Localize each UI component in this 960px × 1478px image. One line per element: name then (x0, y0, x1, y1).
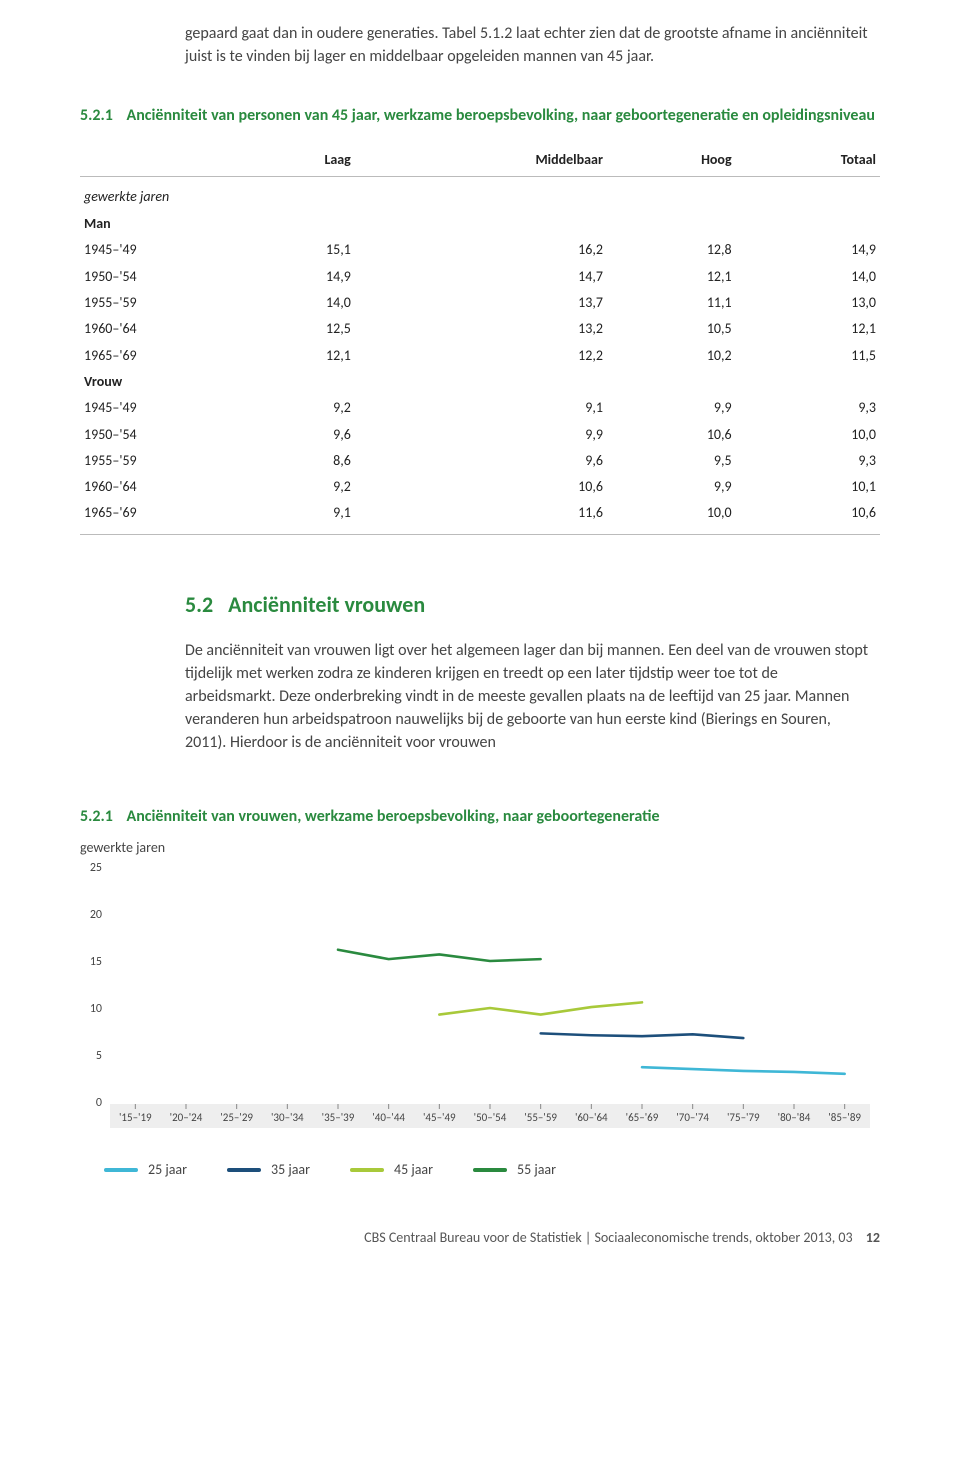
chart-title: 5.2.1 Anciënniteit van vrouwen, werkzame… (80, 805, 880, 828)
table-row: 1965–'699,111,610,010,6 (80, 500, 880, 534)
footer-text: CBS Centraal Bureau voor de Statistiek |… (364, 1229, 852, 1246)
section-number: 5.2 (185, 591, 213, 618)
col-header: Middelbaar (355, 144, 607, 177)
legend-item: 55 jaar (473, 1160, 556, 1180)
table-row: 1960–'649,210,69,910,1 (80, 474, 880, 500)
data-table: Laag Middelbaar Hoog Totaal gewerkte jar… (80, 144, 880, 535)
x-tick-label: '75–'79 (727, 1111, 760, 1124)
table-header-row: Laag Middelbaar Hoog Totaal (80, 144, 880, 177)
x-tick-label: '40–'44 (372, 1111, 405, 1124)
legend-label: 45 jaar (394, 1160, 433, 1180)
section-title: Anciënniteit vrouwen (228, 591, 425, 618)
x-tick-label: '80–'84 (778, 1111, 811, 1124)
table-row: 1950–'549,69,910,610,0 (80, 422, 880, 448)
section-heading: 5.2 Anciënniteit vrouwen (185, 589, 870, 621)
x-tick-label: '15–'19 (119, 1111, 152, 1124)
y-tick-label: 25 (90, 862, 102, 875)
chart-series-line (541, 1033, 744, 1038)
chart-legend: 25 jaar 35 jaar 45 jaar 55 jaar (80, 1160, 880, 1180)
legend-swatch (350, 1168, 384, 1172)
x-tick-label: '85–'89 (828, 1111, 861, 1124)
cbs-logo-icon: ▤ (112, 1130, 121, 1132)
table-subhead: gewerkte jaren (80, 176, 880, 211)
chart-title-text: Anciënniteit van vrouwen, werkzame beroe… (127, 807, 660, 826)
legend-item: 45 jaar (350, 1160, 433, 1180)
col-header: Hoog (607, 144, 736, 177)
y-tick-label: 10 (90, 1002, 102, 1016)
x-tick-label: '35–'39 (322, 1111, 355, 1124)
legend-label: 55 jaar (517, 1160, 556, 1180)
x-tick-label: '65–'69 (626, 1111, 659, 1124)
table-title: 5.2.1 Anciënniteit van personen van 45 j… (80, 104, 880, 127)
x-tick-label: '30–'34 (271, 1111, 304, 1124)
y-tick-label: 20 (90, 908, 102, 922)
x-tick-label: '50–'54 (474, 1111, 507, 1124)
legend-item: 25 jaar (104, 1160, 187, 1180)
chart-series-line (439, 1002, 642, 1014)
legend-item: 35 jaar (227, 1160, 310, 1180)
intro-paragraph: gepaard gaat dan in oudere generaties. T… (185, 22, 870, 68)
x-tick-label: '70–'74 (676, 1111, 709, 1124)
section-body: De anciënniteit van vrouwen ligt over he… (185, 639, 870, 755)
chart-y-label: gewerkte jaren (80, 838, 880, 858)
chart-series-line (642, 1067, 845, 1074)
chart-series-line (338, 950, 541, 961)
x-tick-label: '20–'24 (170, 1111, 203, 1124)
legend-label: 35 jaar (271, 1160, 310, 1180)
y-tick-label: 0 (96, 1096, 102, 1110)
table-row: 1950–'5414,914,712,114,0 (80, 264, 880, 290)
table-group-row: Man (80, 211, 880, 237)
chart-number: 5.2.1 (80, 807, 113, 826)
table-row: 1945–'4915,116,212,814,9 (80, 237, 880, 263)
table-row: 1955–'5914,013,711,113,0 (80, 290, 880, 316)
y-tick-label: 15 (90, 955, 102, 969)
legend-label: 25 jaar (148, 1160, 187, 1180)
x-tick-label: '25–'29 (220, 1111, 253, 1124)
table-group-row: Vrouw (80, 369, 880, 395)
table-row: 1955–'598,69,69,59,3 (80, 448, 880, 474)
x-tick-label: '45–'49 (423, 1111, 456, 1124)
col-header: Totaal (736, 144, 880, 177)
line-chart: 0 5 10 15 20 25 '15–'19 '20–'24 '25–'29 '30–'34 '3… (80, 862, 880, 1132)
table-title-text: Anciënniteit van personen van 45 jaar, w… (127, 106, 875, 125)
table-row: 1945–'499,29,19,99,3 (80, 395, 880, 421)
y-tick-label: 5 (96, 1049, 102, 1063)
table-number: 5.2.1 (80, 106, 113, 125)
col-header: Laag (240, 144, 355, 177)
page-number: 12 (866, 1229, 880, 1246)
table-row: 1960–'6412,513,210,512,1 (80, 316, 880, 342)
page-footer: CBS Centraal Bureau voor de Statistiek |… (80, 1228, 880, 1248)
x-tick-label: '60–'64 (575, 1111, 608, 1124)
legend-swatch (473, 1168, 507, 1172)
x-tick-label: '55–'59 (524, 1111, 557, 1124)
table-row: 1965–'6912,112,210,211,5 (80, 343, 880, 369)
legend-swatch (104, 1168, 138, 1172)
legend-swatch (227, 1168, 261, 1172)
